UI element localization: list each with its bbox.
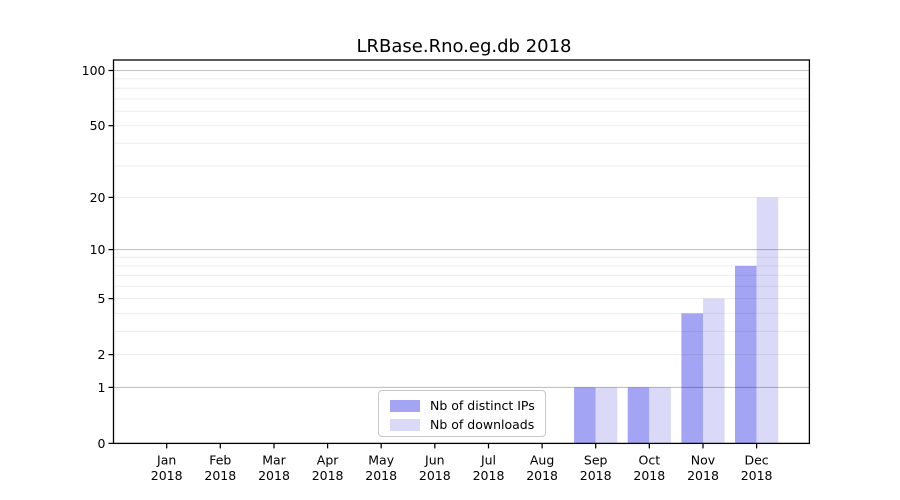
y-ticks	[108, 69, 114, 445]
x-tick-label: Aug 2018	[526, 453, 558, 484]
y-tick-label: 20	[90, 190, 106, 205]
y-tick-label: 10	[90, 242, 106, 257]
y-tick-label: 2	[98, 347, 106, 362]
y-tick-label: 50	[90, 118, 106, 133]
x-ticks	[166, 443, 758, 449]
x-tick-label: Dec 2018	[741, 453, 773, 484]
x-tick-label: Apr 2018	[312, 453, 344, 484]
legend-label-downloads: Nb of downloads	[430, 417, 535, 432]
x-tick-label: May 2018	[365, 453, 397, 484]
bar-downloads	[756, 197, 779, 444]
legend-label-distinct-ips: Nb of distinct IPs	[430, 398, 535, 413]
x-tick-label: Sep 2018	[580, 453, 612, 484]
legend-item-distinct-ips: Nb of distinct IPs	[390, 399, 545, 412]
y-tick-label: 1	[98, 380, 106, 395]
x-tick-label: Nov 2018	[687, 453, 719, 484]
bar-downloads	[649, 387, 671, 444]
y-tick-label: 100	[82, 63, 106, 78]
y-tick-label: 0	[98, 436, 106, 451]
bar-distinct-ips	[735, 265, 757, 444]
legend: Nb of distinct IPs Nb of downloads	[378, 390, 546, 437]
legend-swatch-distinct-ips	[390, 399, 420, 412]
chart-title: LRBase.Rno.eg.db 2018	[356, 36, 572, 57]
x-tick-label: Jan 2018	[151, 453, 183, 484]
legend-item-downloads: Nb of downloads	[390, 418, 545, 431]
y-tick-labels: 0 1 2 5 10 20 50 100	[82, 63, 106, 451]
bar-distinct-ips	[627, 387, 650, 444]
bar-distinct-ips	[681, 313, 703, 444]
y-tick-label: 5	[98, 291, 106, 306]
major-gridlines	[113, 69, 810, 388]
bars-layer	[574, 197, 779, 444]
bar-downloads	[595, 387, 618, 444]
x-tick-label: Mar 2018	[258, 453, 290, 484]
x-tick-labels: Jan 2018 Feb 2018 Mar 2018 Apr 2018 May 2018 Jun 20…	[151, 453, 773, 484]
x-tick-label: Jun 2018	[419, 453, 451, 484]
bar-distinct-ips	[574, 387, 596, 444]
x-tick-label: Feb 2018	[204, 453, 236, 484]
legend-swatch-downloads	[390, 418, 420, 431]
plot-border	[112, 59, 811, 445]
minor-gridlines	[113, 78, 810, 356]
x-tick-label: Oct 2018	[633, 453, 665, 484]
x-tick-label: Jul 2018	[473, 453, 505, 484]
bar-downloads	[703, 298, 725, 444]
